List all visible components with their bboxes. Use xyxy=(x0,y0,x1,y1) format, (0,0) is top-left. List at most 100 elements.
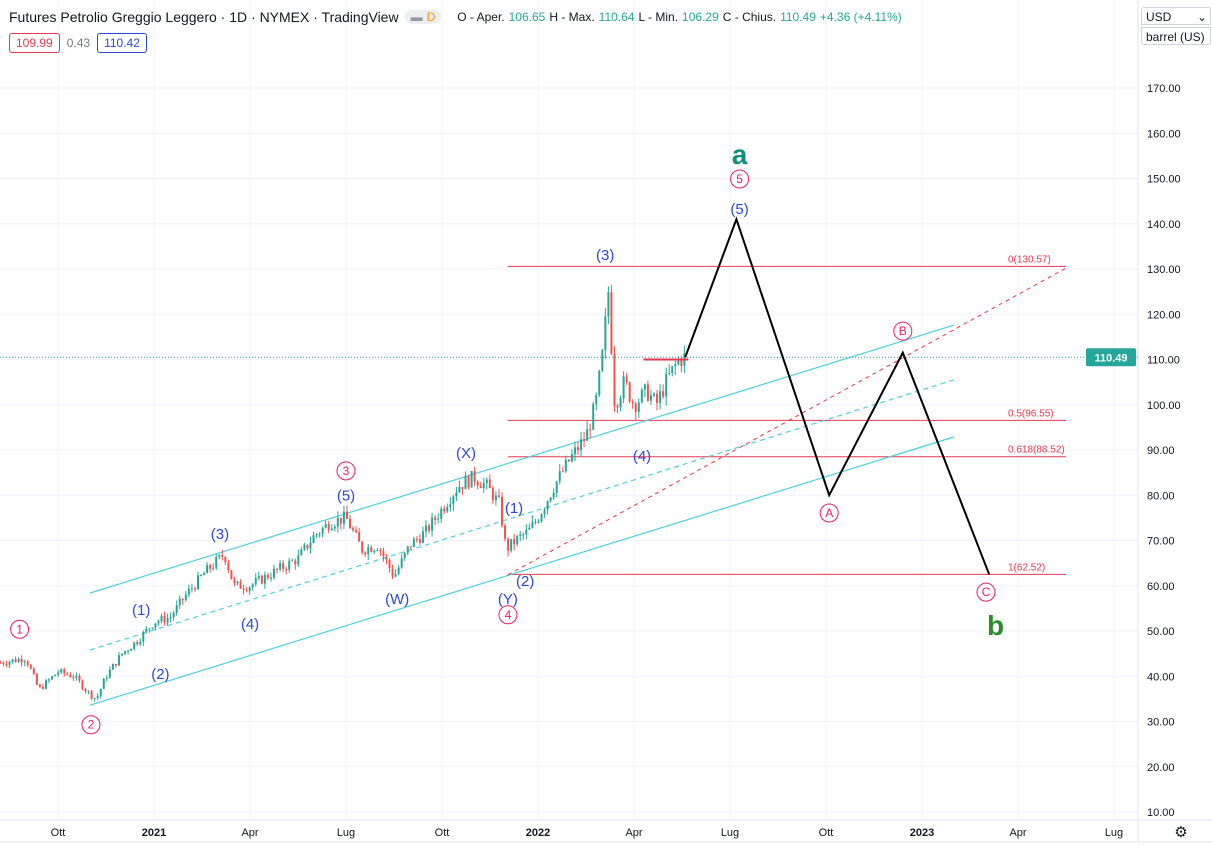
candle-body xyxy=(169,616,172,619)
candle-body xyxy=(595,394,598,405)
candle-body xyxy=(315,534,318,536)
candle-body xyxy=(339,517,342,524)
candle-body xyxy=(233,579,236,584)
candle-body xyxy=(254,578,257,585)
candle-body xyxy=(382,550,385,557)
candle-body xyxy=(625,376,628,383)
market-status-badge[interactable]: ▬ D xyxy=(404,10,442,24)
candle-body xyxy=(580,439,583,451)
candle-body xyxy=(570,454,573,462)
candle-body xyxy=(546,501,549,510)
unit-select[interactable]: barrel (US) xyxy=(1141,27,1211,45)
time-tick-label: Ott xyxy=(51,827,66,839)
wave-label: 1 xyxy=(16,622,23,636)
fib-level-label: 0.5(96.55) xyxy=(1008,408,1054,419)
candle-body xyxy=(631,401,634,404)
price-tick-label: 130.00 xyxy=(1147,264,1181,276)
candle-body xyxy=(479,485,482,489)
candle-body xyxy=(236,581,239,584)
candle-body xyxy=(628,382,631,402)
candle-body xyxy=(276,568,279,570)
candle-body xyxy=(345,511,348,519)
buy-price-button[interactable]: 110.42 xyxy=(97,33,147,53)
sell-price-button[interactable]: 109.99 xyxy=(9,33,60,53)
settings-gear-icon[interactable]: ⚙ xyxy=(1174,824,1187,841)
price-tick-label: 160.00 xyxy=(1147,128,1181,140)
wave-label: (4) xyxy=(241,616,259,633)
candle-body xyxy=(127,650,130,652)
candle-body xyxy=(425,525,427,532)
candle-body xyxy=(443,508,446,512)
candle-body xyxy=(604,316,607,351)
candle-body xyxy=(671,366,674,374)
time-tick-label: Lug xyxy=(1105,827,1123,839)
candle-body xyxy=(662,391,665,397)
candle-body xyxy=(2,662,5,665)
candle-body xyxy=(266,574,269,579)
wave-label: A xyxy=(825,506,833,520)
candle-body xyxy=(206,565,209,574)
candle-body xyxy=(35,674,38,685)
candle-body xyxy=(446,507,449,512)
candle-body xyxy=(333,526,336,529)
wave-label: (W) xyxy=(385,591,409,608)
wave-label: C xyxy=(982,585,991,599)
time-tick-label: Ott xyxy=(819,827,834,839)
candle-body xyxy=(111,663,114,670)
candle-body xyxy=(501,496,503,526)
price-tick-label: 40.00 xyxy=(1147,671,1175,683)
time-tick-label: 2022 xyxy=(526,827,550,839)
candle-body xyxy=(555,481,558,493)
candle-body xyxy=(522,534,525,536)
candle-body xyxy=(285,568,288,570)
candle-body xyxy=(394,573,397,577)
candle-body xyxy=(388,559,391,569)
candle-body xyxy=(93,698,96,700)
price-tick-label: 80.00 xyxy=(1147,490,1175,502)
wave-label-circle xyxy=(893,321,913,341)
wave-label: 5 xyxy=(736,172,743,186)
wave-label: (3) xyxy=(596,247,614,264)
candle-body xyxy=(114,663,117,666)
candle-body xyxy=(458,486,461,493)
time-tick-label: 2023 xyxy=(910,827,934,839)
candle-body xyxy=(130,648,133,651)
candle-body xyxy=(552,492,555,498)
candle-body xyxy=(653,393,655,396)
candle-body xyxy=(497,495,500,497)
candle-body xyxy=(668,373,671,375)
candle-body xyxy=(507,539,510,551)
wave-label: (2) xyxy=(516,573,534,590)
candle-body xyxy=(400,558,403,568)
candle-body xyxy=(102,678,105,689)
candle-body xyxy=(437,518,440,520)
wave-label: (4) xyxy=(633,448,651,465)
price-tick-label: 90.00 xyxy=(1147,445,1175,457)
currency-select[interactable]: USD ⌄ xyxy=(1141,7,1211,25)
candle-body xyxy=(257,575,260,579)
candle-body xyxy=(476,481,479,486)
candle-body xyxy=(148,628,151,630)
wave-label-circle xyxy=(976,582,996,602)
candle-body xyxy=(117,655,120,666)
wave-label: 4 xyxy=(505,608,512,622)
candle-body xyxy=(327,523,330,531)
candle-body xyxy=(665,373,668,397)
candle-body xyxy=(473,470,476,482)
candle-body xyxy=(312,535,315,543)
candle-body xyxy=(190,588,193,590)
candle-body xyxy=(418,539,421,543)
candle-body xyxy=(610,292,613,354)
symbol-title[interactable]: Futures Petrolio Greggio Leggero · 1D · … xyxy=(9,9,399,25)
candle-body xyxy=(288,560,291,570)
candle-body xyxy=(355,530,358,533)
fib-level-label: 0(130.57) xyxy=(1008,254,1051,265)
candle-body xyxy=(48,679,51,681)
candle-body xyxy=(525,529,528,535)
candle-body xyxy=(160,615,163,622)
candle-body xyxy=(84,689,87,692)
candle-body xyxy=(87,691,90,693)
candle-body xyxy=(221,554,224,558)
bid-ask: 109.99 0.43 110.42 xyxy=(9,33,147,53)
